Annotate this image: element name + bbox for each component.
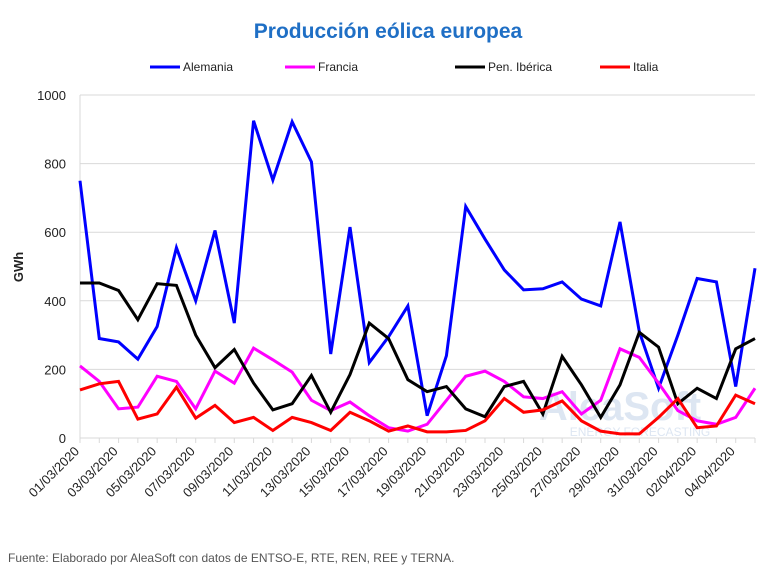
- y-axis-label: GWh: [11, 252, 26, 282]
- source-note: Fuente: Elaborado por AleaSoft con datos…: [8, 551, 455, 565]
- legend-label-3: Italia: [633, 60, 659, 74]
- y-tick-label: 200: [44, 362, 66, 377]
- y-tick-label: 400: [44, 294, 66, 309]
- legend-label-1: Francia: [318, 60, 358, 74]
- y-tick-label: 1000: [37, 88, 66, 103]
- series-line-italia: [79, 379, 756, 436]
- y-tick-label: 800: [44, 157, 66, 172]
- legend-label-2: Pen. Ibérica: [488, 60, 552, 74]
- chart-title: Producción eólica europea: [254, 20, 523, 43]
- y-tick-label: 600: [44, 225, 66, 240]
- series-line-alemania: [78, 117, 757, 417]
- line-chart: Producción eólica europea Alemania Francia…: [11, 20, 757, 500]
- y-tick-label: 0: [59, 431, 66, 446]
- series-line-pen-ib-rica: [80, 281, 756, 421]
- legend-label-0: Alemania: [183, 60, 233, 74]
